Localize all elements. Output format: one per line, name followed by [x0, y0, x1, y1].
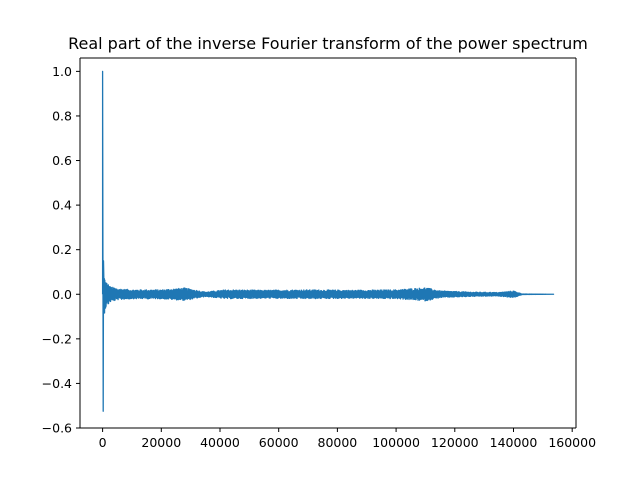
y-tick-label: −0.6 [42, 421, 72, 436]
series-line [101, 70, 555, 412]
y-tick-label: 0.4 [52, 198, 72, 213]
x-tick-label: 60000 [259, 435, 299, 450]
y-tick-label: 1.0 [52, 64, 72, 79]
x-tick-label: 120000 [431, 435, 479, 450]
axes-frame [79, 57, 577, 429]
y-tick-label: −0.4 [42, 376, 72, 391]
x-tick-label: 100000 [372, 435, 420, 450]
x-tick-label: 20000 [141, 435, 181, 450]
x-tick-label: 40000 [200, 435, 240, 450]
series-layer [101, 70, 555, 412]
y-axis-ticks: −0.6 −0.4 −0.2 0.0 0.2 0.4 0.6 0.8 1.0 [42, 64, 80, 436]
x-tick-label: 0 [99, 435, 107, 450]
y-tick-label: 0.0 [52, 287, 72, 302]
y-tick-label: 0.6 [52, 153, 72, 168]
x-tick-label: 80000 [318, 435, 358, 450]
plot-area [80, 58, 576, 428]
x-tick-label: 160000 [548, 435, 596, 450]
y-tick-label: 0.2 [52, 242, 72, 257]
y-tick-label: −0.2 [42, 331, 72, 346]
chart-title: Real part of the inverse Fourier transfo… [68, 34, 588, 53]
x-axis-ticks: 0 20000 40000 60000 80000 100000 120000 140000 1… [99, 428, 596, 450]
x-tick-label: 140000 [490, 435, 538, 450]
y-tick-label: 0.8 [52, 108, 72, 123]
